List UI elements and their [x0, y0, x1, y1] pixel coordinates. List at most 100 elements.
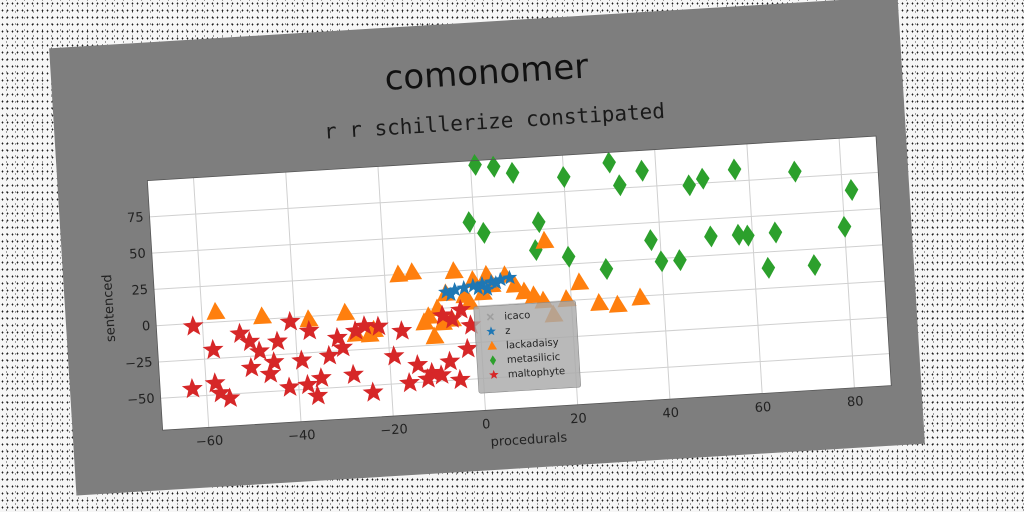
data-point-maltophyte	[310, 367, 332, 388]
y-tick-label: −25	[125, 355, 153, 372]
x-grid-line	[285, 172, 302, 422]
data-point-lackadaisy	[253, 306, 273, 325]
data-point-maltophyte	[229, 322, 251, 343]
data-point-metasilicic	[844, 178, 859, 201]
data-point-maltophyte	[297, 373, 319, 395]
x-tick-label: 60	[754, 400, 771, 416]
data-point-metasilicic	[462, 211, 477, 234]
data-point-z	[456, 279, 472, 295]
legend-box	[473, 300, 581, 394]
data-point-metasilicic	[768, 221, 783, 244]
series-metasilicic	[462, 151, 859, 281]
data-point-maltophyte	[399, 372, 420, 393]
data-point-maltophyte	[431, 304, 453, 325]
data-point-metasilicic	[556, 166, 571, 188]
legend-entry-maltophyte: maltophyte	[508, 366, 566, 380]
data-point-metasilicic	[682, 174, 697, 197]
figure-group: comonomer r r schillerize constipated −6…	[49, 0, 925, 496]
data-point-lackadaisy	[505, 274, 525, 293]
y-grid-line	[156, 280, 885, 327]
data-point-maltophyte	[343, 363, 364, 385]
data-point-z	[447, 281, 463, 297]
data-point-metasilicic	[602, 151, 616, 174]
y-grid-line	[153, 244, 883, 290]
legend-entry-metasilicic: metasilicic	[507, 352, 561, 366]
data-point-metasilicic	[807, 254, 822, 277]
data-point-maltophyte	[298, 319, 320, 341]
data-point-metasilicic	[673, 249, 687, 272]
data-point-metasilicic	[788, 160, 802, 183]
data-point-maltophyte	[449, 368, 471, 390]
data-point-metasilicic	[704, 225, 718, 248]
legend-entry-lackadaisy: lackadaisy	[506, 337, 559, 351]
x-axis-ticks: −60 −40 −20 0 20 40 60 80	[195, 394, 863, 450]
data-point-lackadaisy	[460, 292, 480, 311]
data-point-lackadaisy	[570, 272, 590, 291]
data-point-metasilicic	[727, 158, 742, 181]
series-z	[438, 269, 518, 302]
data-point-maltophyte	[417, 367, 439, 389]
x-grid-line	[838, 138, 855, 388]
data-point-metasilicic	[486, 155, 501, 178]
y-grid-line	[151, 208, 881, 254]
data-point-maltophyte	[439, 350, 461, 371]
data-point-z	[470, 280, 486, 296]
legend-marker-icaco	[486, 313, 495, 321]
data-point-maltophyte	[353, 315, 375, 336]
data-point-maltophyte	[430, 364, 452, 385]
data-point-lackadaisy	[444, 261, 464, 280]
data-point-metasilicic	[531, 211, 546, 234]
data-point-lackadaisy	[299, 309, 319, 328]
data-point-metasilicic	[741, 224, 755, 247]
x-tick-label: 20	[570, 411, 587, 427]
legend-entry-z: z	[505, 326, 511, 337]
data-point-maltophyte	[278, 376, 300, 397]
x-tick-label: −20	[380, 422, 408, 439]
data-point-lackadaisy	[336, 302, 356, 321]
data-point-lackadaisy	[425, 326, 445, 345]
data-point-maltophyte	[362, 381, 384, 402]
data-point-z	[479, 281, 495, 297]
data-point-metasilicic	[561, 245, 576, 268]
data-point-z	[488, 275, 504, 290]
data-point-maltophyte	[332, 336, 353, 358]
data-point-maltophyte	[391, 320, 413, 341]
x-grid-line	[377, 166, 394, 417]
data-point-metasilicic	[731, 223, 746, 246]
y-tick-label: −50	[127, 392, 155, 409]
data-point-metasilicic	[505, 161, 520, 184]
data-point-lackadaisy	[608, 294, 628, 313]
data-point-maltophyte	[441, 308, 463, 329]
y-tick-label: 75	[127, 210, 144, 226]
data-point-maltophyte	[202, 338, 224, 360]
data-point-lackadaisy	[535, 230, 555, 249]
x-tick-label: 80	[847, 394, 864, 410]
grid-lines	[149, 138, 890, 428]
data-point-z	[502, 269, 518, 285]
legend-entry-icaco: icaco	[504, 310, 531, 323]
x-tick-label: 40	[662, 406, 679, 422]
data-point-lackadaisy	[590, 292, 610, 312]
x-axis-label: procedurals	[490, 430, 568, 450]
data-point-metasilicic	[644, 229, 658, 252]
data-point-maltophyte	[239, 330, 261, 352]
x-tick-label: 0	[482, 417, 491, 432]
data-point-maltophyte	[367, 315, 389, 336]
data-point-maltophyte	[181, 378, 203, 399]
data-point-maltophyte	[307, 384, 329, 406]
data-point-metasilicic	[654, 250, 669, 273]
data-point-metasilicic	[837, 215, 852, 238]
data-point-maltophyte	[344, 319, 366, 341]
data-point-maltophyte	[407, 354, 429, 375]
data-point-z	[492, 271, 509, 287]
data-point-metasilicic	[612, 174, 627, 197]
data-point-lackadaisy	[389, 264, 409, 283]
data-point-maltophyte	[266, 330, 288, 351]
data-point-maltophyte	[318, 344, 340, 366]
data-point-maltophyte	[421, 361, 443, 383]
data-point-lackadaisy	[206, 301, 226, 320]
legend-marker-z	[486, 326, 496, 336]
data-point-metasilicic	[599, 258, 614, 281]
data-point-maltophyte	[259, 363, 281, 384]
